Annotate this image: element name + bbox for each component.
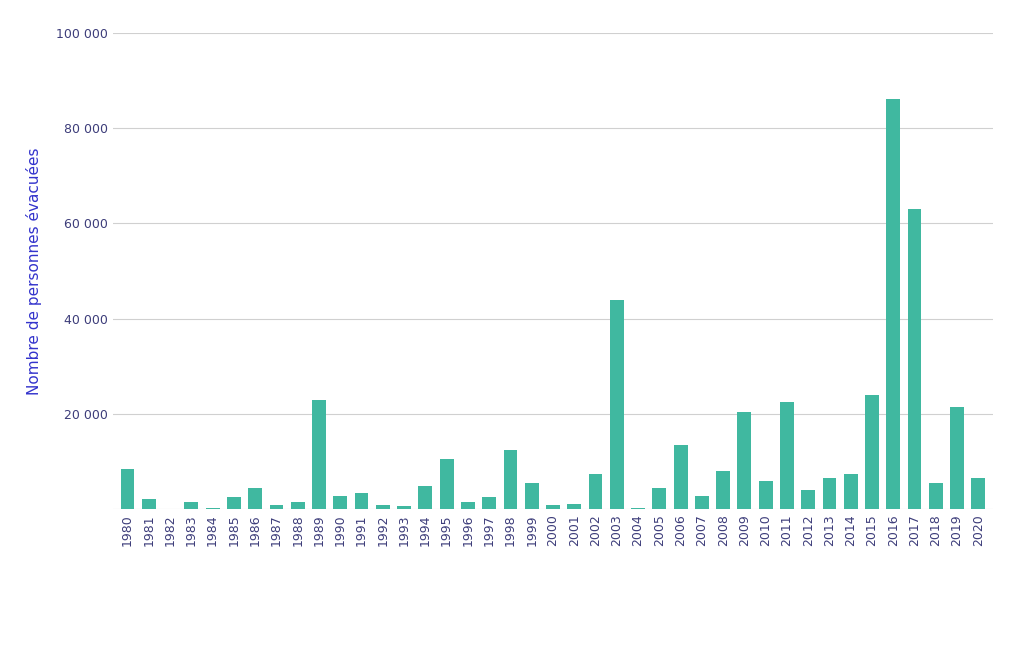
Bar [929, 483, 943, 509]
Bar [291, 502, 304, 509]
Bar [524, 483, 539, 509]
Bar [121, 469, 134, 509]
Bar [950, 407, 964, 509]
Bar [695, 496, 709, 509]
Bar [504, 450, 517, 509]
Bar [780, 402, 794, 509]
Bar [887, 99, 900, 509]
Bar [972, 479, 985, 509]
Bar [907, 209, 922, 509]
Bar [334, 496, 347, 509]
Bar [419, 485, 432, 509]
Bar [716, 471, 730, 509]
Bar [610, 300, 624, 509]
Bar [844, 473, 858, 509]
Bar [865, 395, 879, 509]
Bar [439, 459, 454, 509]
Bar [652, 488, 667, 509]
Bar [269, 505, 284, 509]
Bar [376, 505, 390, 509]
Bar [354, 492, 369, 509]
Bar [227, 498, 241, 509]
Bar [567, 503, 582, 509]
Bar [397, 506, 411, 509]
Bar [546, 505, 560, 509]
Bar [759, 481, 772, 509]
Bar [674, 445, 687, 509]
Y-axis label: Nombre de personnes évacuées: Nombre de personnes évacuées [26, 147, 42, 395]
Bar [248, 488, 262, 509]
Bar [184, 502, 199, 509]
Bar [312, 400, 326, 509]
Bar [822, 479, 837, 509]
Bar [482, 498, 496, 509]
Bar [737, 411, 752, 509]
Bar [589, 473, 602, 509]
Bar [802, 490, 815, 509]
Bar [142, 499, 156, 509]
Bar [461, 502, 475, 509]
